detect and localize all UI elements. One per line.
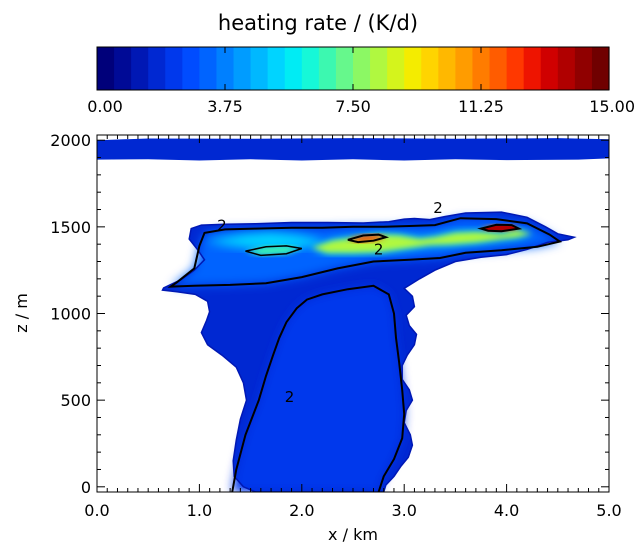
colorbar-cell [267, 47, 286, 90]
colorbar-tick-label: 7.50 [335, 97, 371, 116]
contour-line-lower [231, 284, 406, 492]
contour-line-hot [477, 223, 523, 233]
colorbar-cell [233, 47, 252, 90]
y-tick-label: 2000 [50, 131, 91, 150]
contour-label: 2 [433, 199, 443, 217]
colorbar-tick-label: 11.25 [458, 97, 504, 116]
x-tick-label: 3.0 [391, 501, 416, 520]
colorbar-cell [182, 47, 200, 90]
colorbar-cell [131, 47, 149, 90]
colorbar-cell [148, 47, 166, 90]
colorbar-cells [97, 47, 610, 90]
x-tick-label: 1.0 [187, 501, 212, 520]
heating-region-hot-b [204, 232, 323, 250]
colorbar-cell [404, 47, 422, 90]
x-tick-label: 0.0 [84, 501, 109, 520]
colorbar-cell [591, 47, 610, 90]
colorbar-cell [216, 47, 235, 90]
contour-line-hot [245, 245, 303, 257]
colorbar-cell [455, 47, 474, 90]
colorbar-cell [335, 47, 354, 90]
colorbar-title: heating rate / (K/d) [218, 11, 418, 35]
colorbar-cell [506, 47, 525, 90]
colorbar-cell [472, 47, 491, 90]
y-tick-label: 0 [81, 478, 91, 497]
contour-labels: 2 2 2 2 [217, 199, 443, 406]
colorbar-cell [421, 47, 439, 90]
colorbar-cell [301, 47, 320, 90]
heating-region-hot-a [312, 230, 533, 253]
x-tick-label: 5.0 [596, 501, 621, 520]
colorbar-ticks: 0.00 3.75 7.50 11.25 15.00 [87, 47, 635, 116]
y-tick-label: 1000 [50, 305, 91, 324]
colorbar-cell [387, 47, 405, 90]
heating-region-red-a [347, 234, 386, 243]
colorbar-tick-label: 15.00 [589, 97, 635, 116]
x-tick-label: 2.0 [289, 501, 314, 520]
contour-lines [167, 217, 563, 492]
cloud-edge [161, 211, 577, 492]
contour-line-upper [167, 217, 563, 288]
colorbar-cell [284, 47, 303, 90]
contour-line-hot [347, 233, 390, 244]
colorbar-tick-label: 3.75 [207, 97, 243, 116]
colorbar-cell [438, 47, 456, 90]
colorbar-tick-label: 0.00 [87, 97, 123, 116]
y-tick-label: 500 [60, 391, 91, 410]
colorbar-cell [370, 47, 388, 90]
y-tick-label: 1500 [50, 218, 91, 237]
y-axis-label: z / m [12, 293, 31, 333]
colorbar-cell [165, 47, 183, 90]
colorbar-cell [318, 47, 337, 90]
colorbar-cell [250, 47, 269, 90]
colorbar-cell [574, 47, 593, 90]
axis-ticks: 0.0 1.0 2.0 3.0 4.0 5.0 0 500 1000 1500 2000 [50, 131, 621, 520]
x-axis-label: x / km [328, 525, 378, 544]
contour-label: 2 [374, 241, 384, 259]
colorbar-cell [97, 47, 115, 90]
colorbar-cell [523, 47, 542, 90]
heating-region-inner-contour [232, 285, 405, 492]
colorbar-cell [557, 47, 576, 90]
colorbar-cell [114, 47, 132, 90]
heating-region-top-band [97, 138, 609, 161]
colorbar-cell [489, 47, 508, 90]
contour-label: 2 [285, 388, 295, 406]
x-tick-label: 4.0 [494, 501, 519, 520]
colorbar-cell [353, 47, 371, 90]
heating-field [97, 138, 609, 492]
contour-label: 2 [217, 216, 227, 234]
colorbar-cell [540, 47, 559, 90]
colorbar-cell [199, 47, 218, 90]
